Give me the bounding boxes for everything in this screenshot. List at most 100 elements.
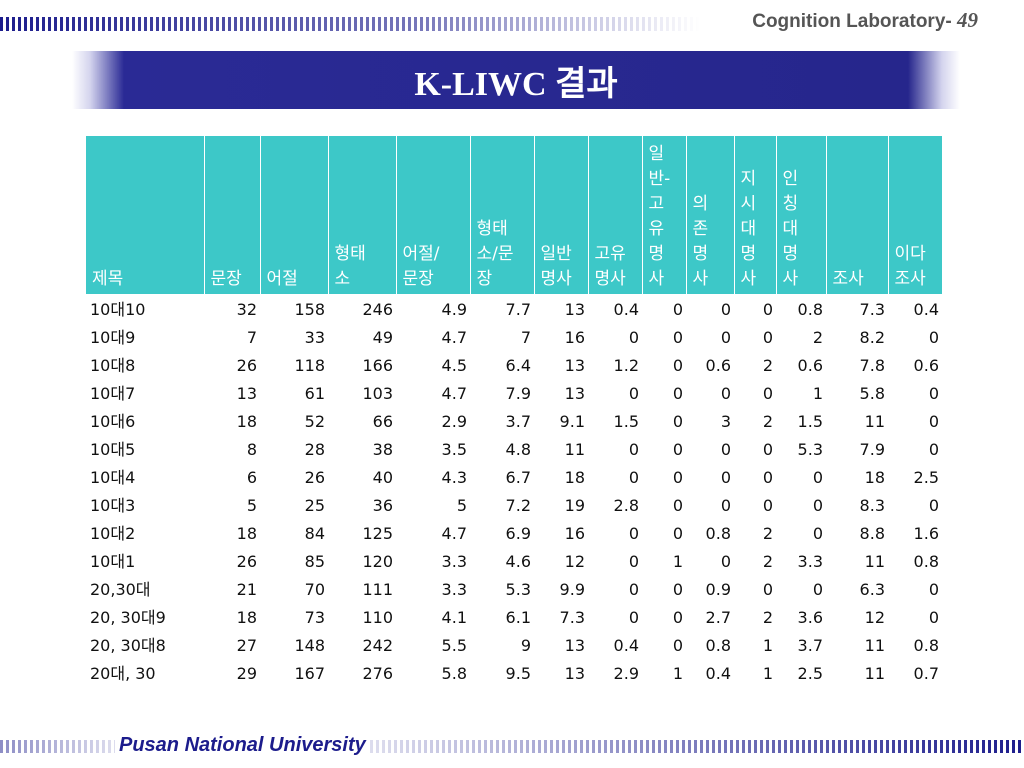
value-cell: 4.1 [441, 608, 467, 627]
table-header-row: 제목 문장 어절 형태 소 어절/ 문장 형태 소/문 장 일반 명사 고유 명사 일 반- 고… [86, 136, 942, 295]
value-cell: 5 [456, 496, 467, 515]
value-cell: 4.9 [441, 300, 467, 319]
value-cell: 0 [812, 524, 823, 543]
value-cell: 0 [762, 384, 773, 403]
value-cell: 0.8 [705, 524, 731, 543]
value-cell: 7.3 [859, 300, 885, 319]
value-cell: 5.3 [505, 580, 531, 599]
value-cell: 148 [294, 636, 325, 655]
value-cell: 0 [720, 300, 731, 319]
row-title-cell: 20, 30대9 [90, 608, 166, 627]
value-cell: 0 [628, 608, 639, 627]
value-cell: 11 [564, 440, 585, 459]
row-title-cell: 10대4 [90, 468, 136, 487]
value-cell: 0 [720, 552, 731, 571]
value-cell: 3.7 [505, 412, 531, 431]
value-cell: 0 [672, 328, 683, 347]
value-cell: 0 [720, 328, 731, 347]
value-cell: 0.8 [913, 552, 939, 571]
value-cell: 2 [762, 524, 773, 543]
value-cell: 28 [304, 440, 325, 459]
value-cell: 0 [812, 468, 823, 487]
column-header: 조사 [825, 136, 888, 295]
column-header: 지 시 대 명 사 [733, 136, 776, 295]
value-cell: 9.9 [559, 580, 585, 599]
value-cell: 13 [564, 300, 585, 319]
lab-name: Cognition Laboratory- [752, 11, 952, 32]
value-cell: 4.7 [441, 524, 467, 543]
header-caption: Cognition Laboratory- 49 [752, 8, 978, 33]
bottom-stripes-right [370, 740, 1024, 753]
value-cell: 8.8 [859, 524, 885, 543]
value-cell: 0 [672, 356, 683, 375]
value-cell: 1 [762, 636, 773, 655]
value-cell: 8.2 [859, 328, 885, 347]
value-cell: 66 [372, 412, 393, 431]
value-cell: 4.3 [441, 468, 467, 487]
value-cell: 0 [928, 580, 939, 599]
table-row: 20, 30대8 27 148 242 5.5 9 13 0.4 0 0.8 1 3.7 11 0.8 [86, 632, 942, 660]
title-band: K-LIWC 결과 [72, 51, 960, 109]
value-cell: 6.1 [505, 608, 531, 627]
value-cell: 5 [246, 496, 257, 515]
value-cell: 0 [762, 328, 773, 347]
value-cell: 9.5 [505, 664, 531, 683]
value-cell: 11 [864, 552, 885, 571]
value-cell: 32 [236, 300, 257, 319]
value-cell: 0.6 [797, 356, 823, 375]
column-header: 이다 조사 [887, 136, 942, 295]
column-header: 인 칭 대 명 사 [775, 136, 826, 295]
value-cell: 40 [372, 468, 393, 487]
value-cell: 0 [628, 580, 639, 599]
value-cell: 0.4 [705, 664, 731, 683]
value-cell: 4.7 [441, 384, 467, 403]
value-cell: 70 [304, 580, 325, 599]
value-cell: 11 [864, 636, 885, 655]
value-cell: 0 [762, 580, 773, 599]
value-cell: 38 [372, 440, 393, 459]
value-cell: 13 [564, 356, 585, 375]
value-cell: 52 [304, 412, 325, 431]
value-cell: 5.8 [859, 384, 885, 403]
value-cell: 8 [246, 440, 257, 459]
value-cell: 3.3 [441, 580, 467, 599]
value-cell: 19 [564, 496, 585, 515]
value-cell: 3.3 [441, 552, 467, 571]
value-cell: 26 [304, 468, 325, 487]
table-row: 20대, 30 29 167 276 5.8 9.5 13 2.9 1 0.4 1 2.5 11 0.7 [86, 660, 942, 688]
value-cell: 9.1 [559, 412, 585, 431]
value-cell: 1.5 [797, 412, 823, 431]
value-cell: 125 [362, 524, 393, 543]
value-cell: 7.9 [505, 384, 531, 403]
value-cell: 0 [628, 328, 639, 347]
value-cell: 0 [672, 384, 683, 403]
value-cell: 167 [294, 664, 325, 683]
table-row: 10대5 8 28 38 3.5 4.8 11 0 0 0 0 5.3 7.9 0 [86, 436, 942, 464]
value-cell: 0 [628, 524, 639, 543]
column-header: 어절 [259, 136, 328, 295]
value-cell: 13 [236, 384, 257, 403]
value-cell: 2.8 [613, 496, 639, 515]
value-cell: 13 [564, 384, 585, 403]
row-title-cell: 10대3 [90, 496, 136, 515]
value-cell: 110 [362, 608, 393, 627]
table-body: 10대10 32 158 246 4.9 7.7 13 0.4 0 0 0 0.8 7.3 0.4 10대9… [86, 295, 942, 688]
value-cell: 0.6 [705, 356, 731, 375]
value-cell: 9 [520, 636, 531, 655]
column-header: 제목 [86, 136, 204, 295]
value-cell: 0 [672, 580, 683, 599]
value-cell: 1 [672, 552, 683, 571]
value-cell: 0 [928, 608, 939, 627]
column-header: 형태 소/문 장 [469, 136, 534, 295]
row-title-cell: 10대10 [90, 300, 146, 319]
value-cell: 0 [628, 468, 639, 487]
table-row: 10대4 6 26 40 4.3 6.7 18 0 0 0 0 0 18 2.5 [86, 464, 942, 492]
value-cell: 7 [520, 328, 531, 347]
value-cell: 0 [928, 328, 939, 347]
value-cell: 5.8 [441, 664, 467, 683]
value-cell: 4.7 [441, 328, 467, 347]
value-cell: 0.7 [913, 664, 939, 683]
value-cell: 0 [762, 496, 773, 515]
value-cell: 61 [304, 384, 325, 403]
value-cell: 2 [762, 412, 773, 431]
